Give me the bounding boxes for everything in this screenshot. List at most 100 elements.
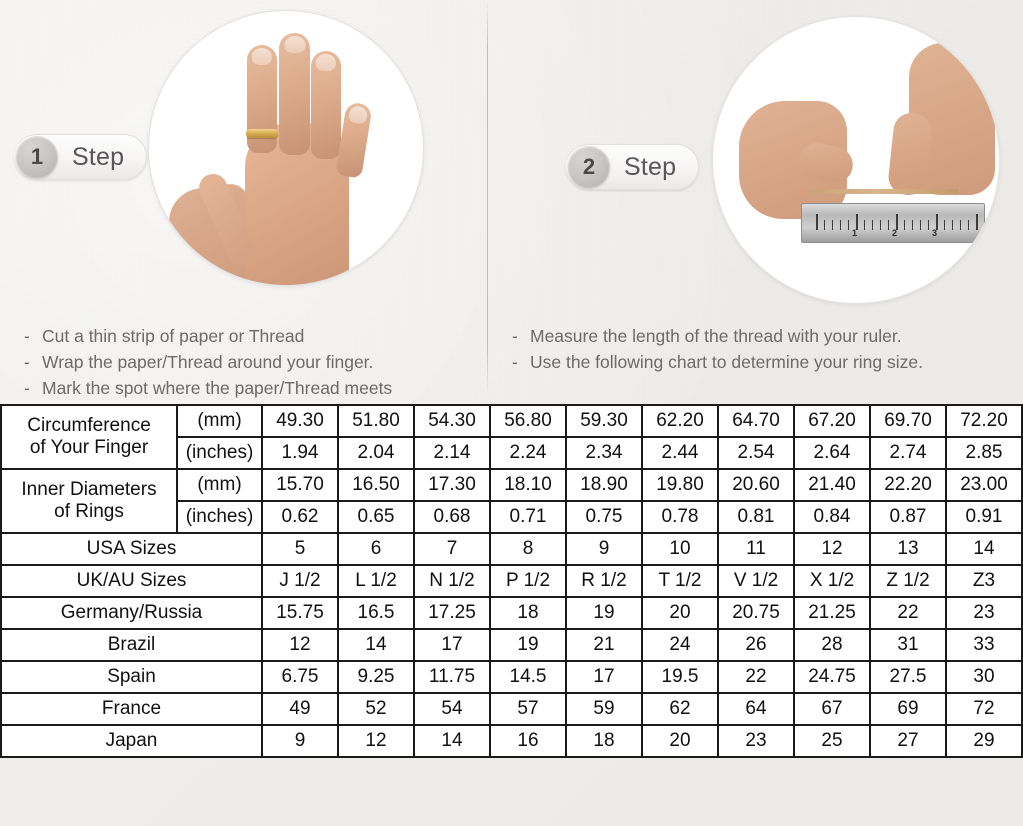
- table-cell: 1.94: [261, 436, 339, 470]
- table-cell: 51.80: [337, 404, 415, 438]
- table-cell: 69: [869, 692, 947, 726]
- table-cell: 67.20: [793, 404, 871, 438]
- table-cell: 54.30: [413, 404, 491, 438]
- ruler-icon: 1 2 3: [801, 203, 985, 243]
- table-cell: 8: [489, 532, 567, 566]
- table-row: Inner Diameters of Rings (mm) 15.70 16.50 17.…: [0, 468, 1023, 534]
- table-cell: 0.71: [489, 500, 567, 534]
- table-cell: 15.70: [261, 468, 339, 502]
- table-cell: 24.75: [793, 660, 871, 694]
- step-1-instructions: - Cut a thin strip of paper or Thread - Wr…: [24, 323, 392, 401]
- row-label: Germany/Russia: [0, 596, 263, 630]
- table-cell: 2.44: [641, 436, 719, 470]
- table-cell: 9: [565, 532, 643, 566]
- table-cell: 23.00: [945, 468, 1023, 502]
- step-1-photo: [148, 10, 424, 286]
- table-cell: N 1/2: [413, 564, 491, 598]
- table-row: UK/AU Sizes J 1/2 L 1/2 N 1/2 P 1/2 R 1/2 T 1/…: [0, 564, 1023, 598]
- table-cell: 2.74: [869, 436, 947, 470]
- table-cell: 49: [261, 692, 339, 726]
- step-1-number: 1: [16, 136, 58, 178]
- row-label: France: [0, 692, 263, 726]
- row-label: Brazil: [0, 628, 263, 662]
- table-cell: 15.75: [261, 596, 339, 630]
- table-cell: 59.30: [565, 404, 643, 438]
- table-row: Spain 6.75 9.25 11.75 14.5 17 19.5 22 24.75 27.5 3…: [0, 660, 1023, 694]
- table-cell: 16: [489, 724, 567, 758]
- table-cell: 20.75: [717, 596, 795, 630]
- table-cell: 2.54: [717, 436, 795, 470]
- table-cell: 0.78: [641, 500, 719, 534]
- table-cell: 18.10: [489, 468, 567, 502]
- table-cell: 2.14: [413, 436, 491, 470]
- unit-label: (inches): [176, 436, 263, 470]
- table-cell: 52: [337, 692, 415, 726]
- ring-size-conversion-table: Circumference of Your Finger (mm) 49.30 51.8…: [0, 404, 1023, 758]
- table-cell: 22.20: [869, 468, 947, 502]
- table-cell: 2.04: [337, 436, 415, 470]
- table-cell: 0.84: [793, 500, 871, 534]
- step-2-label: Step: [624, 152, 677, 181]
- table-cell: 0.62: [261, 500, 339, 534]
- table-cell: 19.5: [641, 660, 719, 694]
- table-cell: 49.30: [261, 404, 339, 438]
- row-group-label: Circumference of Your Finger: [0, 404, 178, 470]
- table-cell: 18: [565, 724, 643, 758]
- table-cell: 17.30: [413, 468, 491, 502]
- table-cell: 17.25: [413, 596, 491, 630]
- table-cell: 28: [793, 628, 871, 662]
- table-cell: L 1/2: [337, 564, 415, 598]
- table-row: USA Sizes 5 6 7 8 9 10 11 12 13 14: [0, 532, 1023, 566]
- fingernail: [251, 48, 273, 65]
- table-cell: X 1/2: [793, 564, 871, 598]
- row-label: Japan: [0, 724, 263, 758]
- table-cell: 72.20: [945, 404, 1023, 438]
- table-row: (inches) 0.62 0.65 0.68 0.71 0.75 0.78 0.81 0.84…: [1, 500, 1023, 534]
- table-cell: 57: [489, 692, 567, 726]
- table-cell: 0.91: [945, 500, 1023, 534]
- table-cell: 24: [641, 628, 719, 662]
- table-cell: 12: [261, 628, 339, 662]
- table-cell: 64.70: [717, 404, 795, 438]
- table-cell: 64: [717, 692, 795, 726]
- table-cell: P 1/2: [489, 564, 567, 598]
- table-row: France 49 52 54 57 59 62 64 67 69 72: [0, 692, 1023, 726]
- table-cell: 26: [717, 628, 795, 662]
- table-cell: 11: [717, 532, 795, 566]
- panel-divider: [487, 0, 488, 395]
- unit-label: (mm): [176, 404, 263, 438]
- ruler-mark-1: 1: [852, 228, 858, 238]
- table-cell: R 1/2: [565, 564, 643, 598]
- table-cell: 0.75: [565, 500, 643, 534]
- table-cell: 18.90: [565, 468, 643, 502]
- table-cell: 22: [717, 660, 795, 694]
- table-cell: 11.75: [413, 660, 491, 694]
- table-cell: 59: [565, 692, 643, 726]
- instruction-text: Wrap the paper/Thread around your finger…: [42, 352, 374, 372]
- table-cell: 54: [413, 692, 491, 726]
- table-cell: 29: [945, 724, 1023, 758]
- table-cell: 14.5: [489, 660, 567, 694]
- instruction-text: Measure the length of the thread with yo…: [530, 326, 902, 346]
- table-cell: 9.25: [337, 660, 415, 694]
- middle-finger-shape: [279, 33, 310, 155]
- table-cell: 12: [793, 532, 871, 566]
- table-cell: 2.85: [945, 436, 1023, 470]
- table-cell: J 1/2: [261, 564, 339, 598]
- fingernail: [283, 36, 306, 53]
- table-cell: 9: [261, 724, 339, 758]
- row-label: Spain: [0, 660, 263, 694]
- table-cell: 14: [945, 532, 1023, 566]
- ring-finger-shape: [311, 51, 341, 159]
- table-cell: 0.81: [717, 500, 795, 534]
- table-cell: 27.5: [869, 660, 947, 694]
- table-cell: 12: [337, 724, 415, 758]
- table-cell: 20: [641, 596, 719, 630]
- table-cell: 0.65: [337, 500, 415, 534]
- table-cell: 19.80: [641, 468, 719, 502]
- table-cell: 17: [565, 660, 643, 694]
- table-cell: 23: [717, 724, 795, 758]
- table-cell: 0.87: [869, 500, 947, 534]
- table-cell: 6.75: [261, 660, 339, 694]
